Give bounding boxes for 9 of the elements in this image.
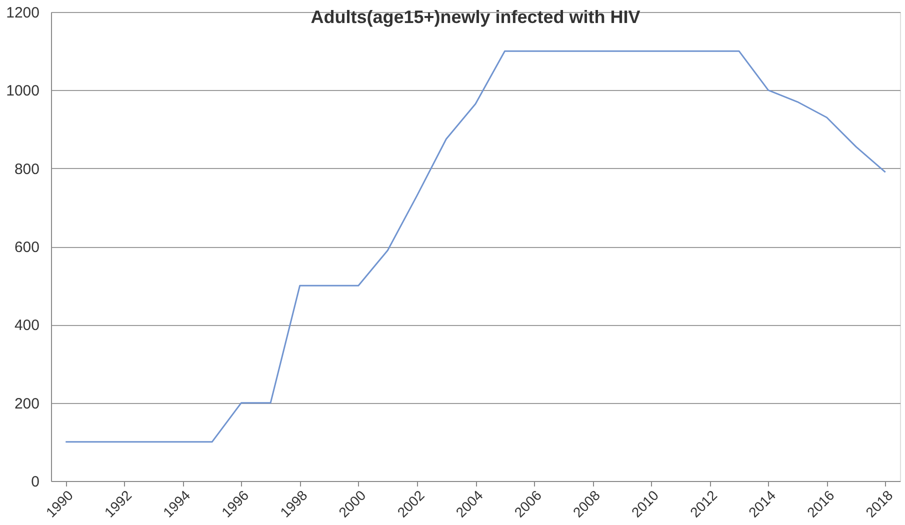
y-tick-label: 600 bbox=[14, 239, 40, 256]
y-tick-label: 800 bbox=[14, 160, 40, 178]
y-tick-label: 1000 bbox=[6, 82, 40, 100]
y-tick-label: 0 bbox=[31, 474, 40, 490]
y-tick-label: 200 bbox=[14, 395, 40, 412]
chart-title: Adults(age15+)newly infected with HIV bbox=[310, 7, 640, 27]
line-series bbox=[64, 50, 886, 443]
y-tick-label: 1200 bbox=[6, 4, 40, 22]
y-tick-label: 400 bbox=[14, 317, 40, 334]
